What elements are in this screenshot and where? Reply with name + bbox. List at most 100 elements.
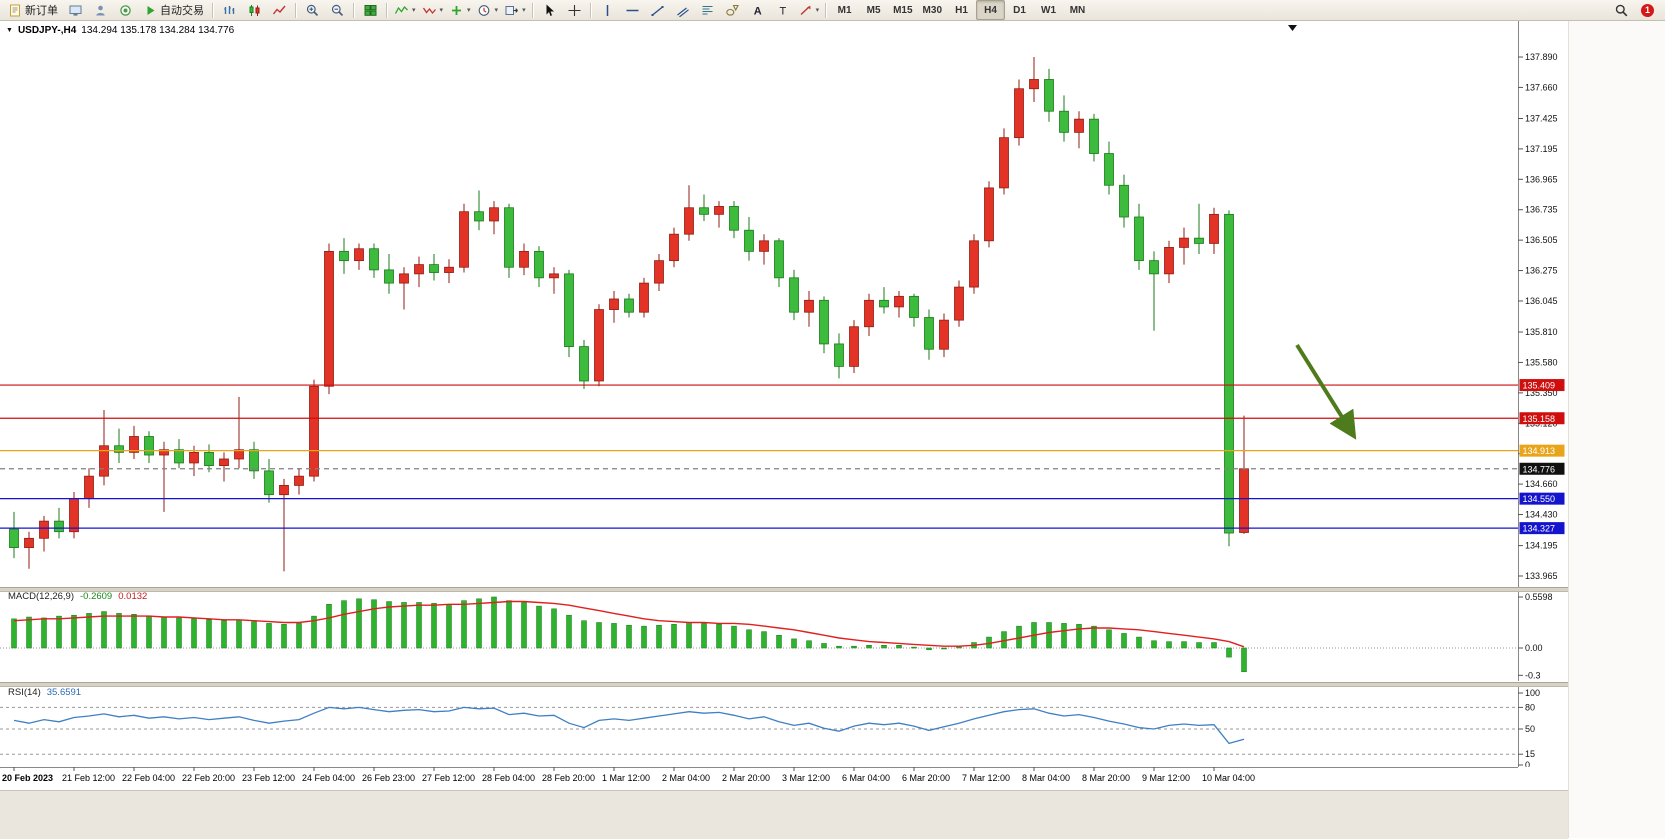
time-axis[interactable]: 20 Feb 2023 21 Feb 12:00 22 Feb 04:00 22 Fe… <box>0 767 1568 790</box>
macd-bar <box>686 622 692 649</box>
macd-tick-label: -0.3 <box>1525 670 1541 680</box>
macd-bar <box>1196 642 1202 649</box>
price-tick-label: 135.810 <box>1525 327 1558 337</box>
trendline-button[interactable] <box>645 0 670 20</box>
candle <box>1179 237 1189 248</box>
rsi-name: RSI(14) <box>8 687 41 698</box>
time-tick-label: 2 Mar 04:00 <box>662 773 710 783</box>
monitor-icon <box>69 5 82 16</box>
new-chart-button[interactable]: ▾ <box>391 0 419 20</box>
svg-text:A: A <box>753 5 761 17</box>
candle <box>429 264 439 273</box>
panel-divider-rsi[interactable] <box>0 682 1568 687</box>
zoom-in-button[interactable] <box>300 0 325 20</box>
profiles-button[interactable]: ▾ <box>419 0 447 20</box>
candle <box>1239 468 1249 533</box>
form-icon <box>10 4 20 16</box>
candle <box>159 449 169 456</box>
zoom-out-button[interactable] <box>325 0 350 20</box>
candle <box>924 317 934 350</box>
chart-dropdown-icon[interactable]: ▼ <box>6 27 13 34</box>
timeframe-h4-button[interactable]: H4 <box>976 0 1005 20</box>
price-tick-label: 137.425 <box>1525 113 1558 123</box>
label-button[interactable]: T <box>770 0 795 20</box>
macd-bar <box>806 640 812 649</box>
panel-divider-macd[interactable] <box>0 587 1568 592</box>
notification-badge[interactable]: 1 <box>1641 3 1654 17</box>
period-button[interactable]: ▾ <box>474 0 502 20</box>
price-chart-canvas[interactable]: 137.890 137.660 137.425 137.195 136.965 136.7… <box>0 21 1568 587</box>
timeframe-m30-button[interactable]: M30 <box>922 4 942 16</box>
macd-bar <box>56 615 62 649</box>
candle <box>939 319 949 350</box>
candle <box>129 436 139 453</box>
rsi-tick-label: 80 <box>1525 702 1535 712</box>
add-indicator-button[interactable]: ▾ <box>446 0 474 20</box>
equidistant-channel-button[interactable] <box>670 0 695 20</box>
candle <box>969 240 979 288</box>
timeframe-w1-button[interactable]: W1 <box>1041 4 1056 16</box>
shapes-button[interactable] <box>720 0 745 20</box>
candle <box>369 248 379 271</box>
candle <box>744 229 754 252</box>
candle <box>264 470 274 496</box>
toolbar-separator <box>386 2 388 18</box>
price-tick-label: 135.580 <box>1525 357 1558 367</box>
macd-bar <box>896 645 902 649</box>
fibonacci-button[interactable] <box>695 0 720 20</box>
timeframe-m15-button[interactable]: M15 <box>893 4 913 16</box>
rsi-chart-canvas[interactable]: 100 80 50 150 <box>0 685 1568 767</box>
cursor-button[interactable] <box>537 0 562 20</box>
macd-bar <box>911 646 917 649</box>
macd-bar <box>536 605 542 649</box>
timeframe-d1-button[interactable]: D1 <box>1013 4 1026 16</box>
toolbar: 新订单 自动交易 ▾ ▾ ▾ ▾ ▾ A T ▾ M1 M5 M15 M30 H1 H4 D1 W1 MN 1 <box>0 0 1665 21</box>
chart-bar-type-button[interactable] <box>217 0 242 20</box>
candle <box>984 187 994 242</box>
price-box <box>1519 462 1565 475</box>
chart-scroll-marker[interactable] <box>1288 25 1297 31</box>
crosshair-button[interactable] <box>562 0 587 20</box>
macd-bar <box>671 624 677 649</box>
alerts-button[interactable] <box>113 0 138 20</box>
time-tick-label: 2 Mar 20:00 <box>722 773 770 783</box>
candle <box>1059 110 1069 133</box>
macd-chart-canvas[interactable]: 0.5598 0.00 -0.3 <box>0 589 1568 681</box>
candle <box>819 299 829 345</box>
macd-bar <box>821 643 827 649</box>
timeframe-m5-button[interactable]: M5 <box>866 4 881 16</box>
candle <box>219 458 229 466</box>
macd-bar <box>386 601 392 649</box>
annotation-arrow[interactable] <box>1295 343 1357 440</box>
timeframe-h1-button[interactable]: H1 <box>955 4 968 16</box>
macd-bar <box>761 631 767 649</box>
charts-window-button[interactable] <box>63 0 88 20</box>
templates-button[interactable]: ▾ <box>501 0 529 20</box>
text-button[interactable]: A <box>745 0 770 20</box>
strategy-button[interactable] <box>88 0 113 20</box>
vertical-line-button[interactable] <box>595 0 620 20</box>
candle <box>789 277 799 313</box>
timeframe-m1-button[interactable]: M1 <box>837 4 852 16</box>
tile-windows-button[interactable] <box>358 0 383 20</box>
autotrade-button[interactable]: 自动交易 <box>138 0 209 20</box>
rsi-tick-label: 50 <box>1525 724 1535 734</box>
price-tick-label: 137.890 <box>1525 52 1558 62</box>
price-box <box>1519 522 1565 535</box>
rsi-label: RSI(14) 35.6591 <box>8 687 81 698</box>
search-button[interactable] <box>1609 0 1634 20</box>
price-box <box>1519 379 1565 392</box>
chart-candle-type-button[interactable] <box>242 0 267 20</box>
new-order-button[interactable]: 新订单 <box>3 0 63 20</box>
chart-window[interactable]: ▼ USDJPY-,H4 134.294 135.178 134.284 134… <box>0 21 1568 839</box>
horizontal-line-button[interactable] <box>620 0 645 20</box>
arrows-button[interactable]: ▾ <box>795 0 823 20</box>
candle <box>594 309 604 382</box>
macd-bar <box>1166 641 1172 649</box>
play-icon <box>147 5 155 15</box>
timeframe-mn-button[interactable]: MN <box>1069 4 1086 16</box>
chart-line-type-button[interactable] <box>267 0 292 20</box>
candle <box>444 266 454 273</box>
candle <box>834 343 844 367</box>
macd-name: MACD(12,26,9) <box>8 591 74 602</box>
